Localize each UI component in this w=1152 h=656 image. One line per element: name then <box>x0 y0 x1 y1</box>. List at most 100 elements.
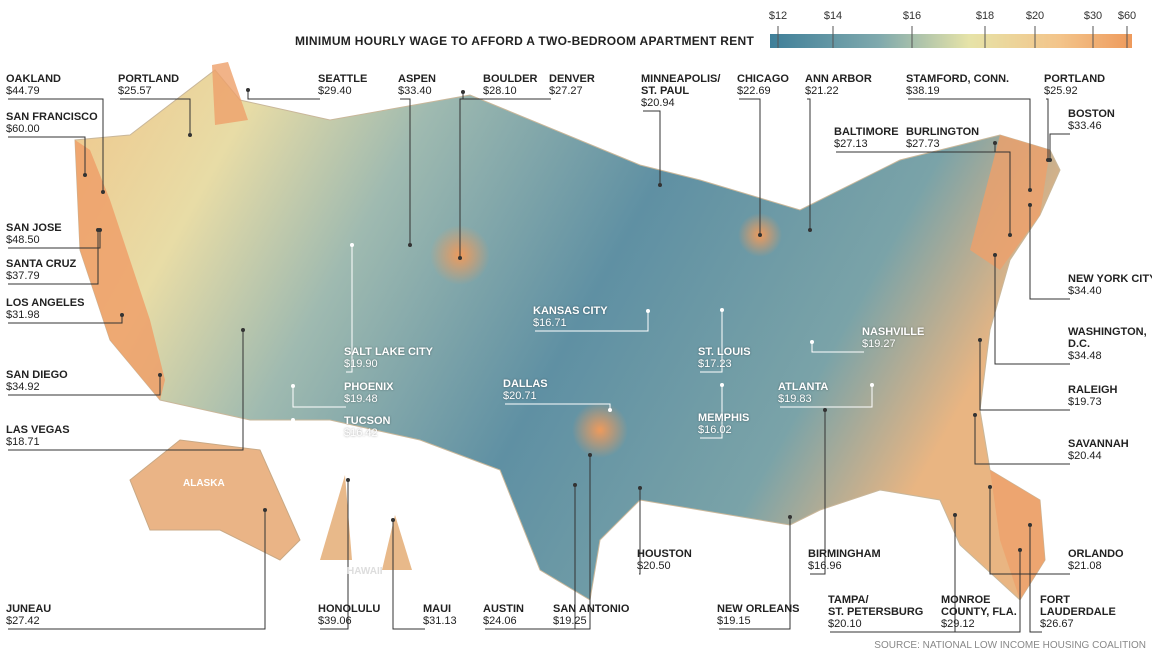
city-name: SALT LAKE CITY <box>344 346 434 358</box>
city-wage: $19.27 <box>862 338 896 350</box>
city-name: HOUSTON <box>637 548 692 560</box>
city-name: ST. LOUIS <box>698 346 751 358</box>
city-point <box>573 483 577 487</box>
city-point <box>83 173 87 177</box>
leader-line <box>535 311 649 332</box>
leader-line <box>979 340 1070 411</box>
city-wage: $20.10 <box>828 618 862 630</box>
city-name: ANN ARBOR <box>805 73 872 85</box>
city-point <box>1008 233 1012 237</box>
city-point <box>973 413 977 417</box>
city-label: CHICAGO $22.69 <box>737 73 789 97</box>
city-wage: $26.67 <box>1040 618 1074 630</box>
region-label: ALASKA <box>183 478 225 489</box>
city-wage: $29.40 <box>318 85 352 97</box>
leader-line <box>908 98 1031 190</box>
city-label: BALTIMORE $27.13 <box>834 126 899 150</box>
leader-line <box>392 520 425 630</box>
city-point <box>978 338 982 342</box>
city-point <box>720 308 724 312</box>
leader-line <box>8 510 266 630</box>
city-point <box>1018 548 1022 552</box>
city-wage: $16.42 <box>344 427 378 439</box>
city-label: SAN JOSE $48.50 <box>6 222 62 246</box>
city-label: SALT LAKE CITY $19.90 <box>344 346 433 370</box>
city-label: MONROE COUNTY, FLA. $29.12 <box>941 594 1017 630</box>
west-coast-peaks <box>75 140 165 400</box>
city-name: LOS ANGELES <box>6 297 85 309</box>
leader-line <box>1046 98 1049 160</box>
city-wage: $33.46 <box>1068 120 1102 132</box>
city-name: STAMFORD, CONN. <box>906 73 1010 85</box>
legend-bar <box>770 34 1132 48</box>
leader-line <box>320 480 349 630</box>
city-point <box>96 228 100 232</box>
city-name: TUCSON <box>344 415 391 427</box>
city-point <box>263 508 267 512</box>
leader-line <box>485 455 591 630</box>
city-label: BURLINGTON $27.73 <box>906 126 979 150</box>
city-point <box>350 243 354 247</box>
leader-line <box>120 98 191 135</box>
city-label: JUNEAU $27.42 <box>6 603 51 627</box>
city-name: SAN DIEGO <box>6 369 68 381</box>
city-point <box>870 383 874 387</box>
city-wage: $19.15 <box>717 615 751 627</box>
city-point <box>291 418 295 422</box>
city-wage: $21.22 <box>805 85 839 97</box>
city-label: DALLAS $20.71 <box>503 378 548 402</box>
city-label: ORLANDO $21.08 <box>1068 548 1124 572</box>
city-wage: $20.50 <box>637 560 671 572</box>
leader-line <box>830 515 956 633</box>
city-name: JUNEAU <box>6 603 52 615</box>
legend-tick-label: $30 <box>1083 10 1103 22</box>
city-point <box>1028 188 1032 192</box>
city-wage: $34.48 <box>1068 350 1102 362</box>
city-point <box>658 183 662 187</box>
leader-line <box>994 255 1070 365</box>
city-name: MEMPHIS <box>698 412 750 424</box>
city-label: WASHINGTON, D.C. $34.48 <box>1068 326 1147 362</box>
leader-line <box>974 415 1070 465</box>
city-label: ASPEN $33.40 <box>398 73 436 97</box>
leader-line <box>643 110 661 185</box>
leader-line <box>8 230 99 285</box>
city-point <box>188 133 192 137</box>
city-label: KANSAS CITY $16.71 <box>533 305 608 329</box>
city-wage: $31.98 <box>6 309 40 321</box>
hawaii <box>320 475 352 560</box>
city-point <box>988 485 992 489</box>
city-name: ASPEN <box>398 73 436 85</box>
leader-line <box>810 410 826 575</box>
leader-line <box>1049 133 1070 160</box>
city-point <box>638 486 642 490</box>
city-label: AUSTIN $24.06 <box>483 603 524 627</box>
city-label: BIRMINGHAM $16.96 <box>808 548 881 572</box>
legend-tick-label: $14 <box>823 10 843 22</box>
city-label: MEMPHIS $16.02 <box>698 412 749 436</box>
city-point <box>391 518 395 522</box>
city-label: BOULDER $28.10 <box>483 73 537 97</box>
city-wage: $33.40 <box>398 85 432 97</box>
city-name: DALLAS <box>503 378 548 390</box>
city-wage: $20.71 <box>503 390 537 402</box>
city-label: NASHVILLE $19.27 <box>862 326 924 350</box>
city-point <box>291 384 295 388</box>
alaska <box>129 439 301 561</box>
city-name: HONOLULU <box>318 603 381 615</box>
city-label: HOUSTON $20.50 <box>637 548 692 572</box>
city-wage: $39.06 <box>318 615 352 627</box>
city-label: MINNEAPOLIS/ST. PAUL $20.94 <box>641 73 720 109</box>
city-name: NASHVILLE <box>862 326 925 338</box>
leader-line <box>8 375 161 396</box>
city-label: SAVANNAH $20.44 <box>1068 438 1129 462</box>
title: MINIMUM HOURLY WAGE TO AFFORD A TWO-BEDR… <box>295 34 755 48</box>
city-point <box>608 408 612 412</box>
city-name: DENVER <box>549 73 595 85</box>
leader-line <box>400 98 411 245</box>
city-name: ST. PAUL <box>641 85 690 97</box>
leader-line <box>943 550 1021 633</box>
city-point <box>1028 203 1032 207</box>
city-point <box>458 256 462 260</box>
city-point <box>241 328 245 332</box>
